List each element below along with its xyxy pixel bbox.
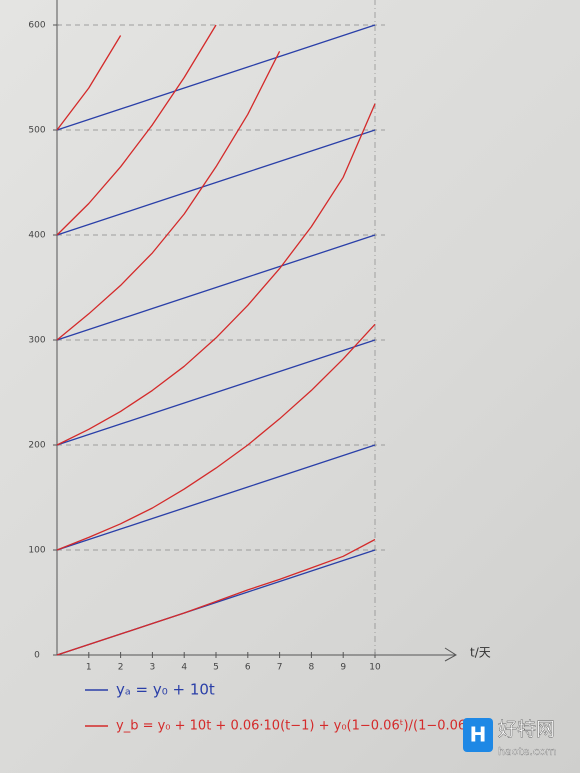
series-line (56, 51, 281, 341)
x-tick-label: 9 (340, 663, 346, 673)
series-line (56, 24, 217, 236)
x-tick-label: 6 (245, 663, 251, 673)
y-tick-label: 200 (28, 441, 45, 451)
series-line (56, 103, 376, 446)
x-tick-label: 2 (118, 663, 124, 673)
y-tick-label: 0 (34, 651, 40, 661)
series-line (56, 24, 376, 131)
y-tick-label: 100 (28, 546, 45, 556)
series-line (56, 538, 376, 656)
x-tick-label: 3 (150, 663, 156, 673)
x-tick-label: 10 (369, 663, 381, 673)
watermark-url: haote.com (498, 745, 557, 758)
series-line (56, 234, 376, 341)
legend-label: yₐ = y₀ + 10t (116, 681, 215, 699)
x-axis-label: t/天 (470, 646, 491, 660)
watermark-name: 好特网 (498, 719, 555, 741)
legend-label: y_b = y₀ + 10t + 0.06·10(t−1) + y₀(1−0.0… (116, 719, 471, 734)
watermark: H 好特网 haote.com (463, 718, 557, 758)
y-tick-label: 600 (28, 21, 45, 31)
x-tick-label: 8 (309, 663, 315, 673)
x-tick-label: 7 (277, 663, 283, 673)
series-line (56, 35, 122, 131)
series-line (56, 339, 376, 446)
watermark-icon (463, 718, 493, 752)
y-tick-label: 300 (28, 336, 45, 346)
x-tick-label: 1 (86, 663, 92, 673)
x-tick-label: 5 (213, 663, 219, 673)
series-line (56, 129, 376, 236)
series-line (56, 444, 376, 551)
series-line (56, 323, 376, 551)
watermark-icon-letter: H (470, 723, 487, 747)
x-axis-arrow (444, 647, 457, 662)
x-tick-label: 4 (181, 663, 187, 673)
y-tick-label: 400 (28, 231, 45, 241)
y-tick-label: 500 (28, 126, 45, 136)
